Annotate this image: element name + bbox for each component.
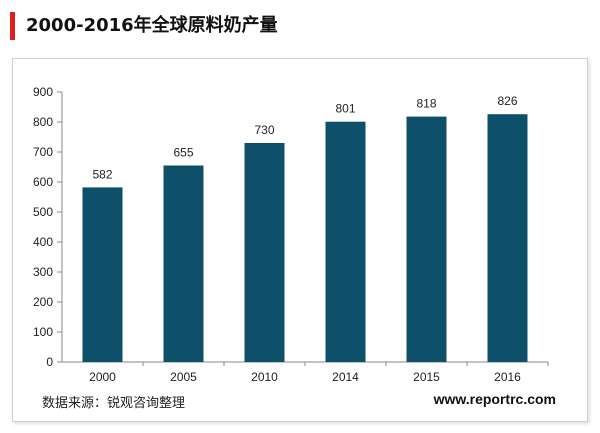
page-title: 2000-2016年全球原料奶产量 [26,15,278,36]
data-label: 818 [416,97,436,111]
bar [487,114,528,362]
y-tick-label: 600 [33,175,53,189]
x-tick-label: 2005 [170,370,197,384]
y-tick-label: 400 [33,235,53,249]
y-tick-label: 800 [33,115,53,129]
x-tick-label: 2010 [251,370,278,384]
source-note: 数据来源：锐观咨询整理 [42,396,186,411]
bar [244,143,285,362]
data-label: 801 [335,102,355,116]
bar [406,116,447,362]
bar [82,187,123,362]
data-label: 655 [173,146,193,160]
bar [325,121,366,362]
y-tick-label: 200 [33,295,53,309]
data-label: 826 [497,94,517,108]
x-tick-label: 2016 [494,370,521,384]
bar [163,165,204,362]
website-link[interactable]: www.reportrc.com [433,391,556,407]
y-tick-label: 300 [33,265,53,279]
x-tick-label: 2000 [89,370,116,384]
y-tick-label: 0 [46,355,53,369]
y-tick-label: 500 [33,205,53,219]
x-tick-label: 2014 [332,370,359,384]
data-label: 582 [92,167,112,181]
data-label: 730 [254,123,274,137]
y-tick-label: 900 [33,85,53,99]
title-accent-bar [10,12,15,40]
x-tick-label: 2015 [413,370,440,384]
y-tick-label: 100 [33,325,53,339]
y-tick-label: 700 [33,145,53,159]
